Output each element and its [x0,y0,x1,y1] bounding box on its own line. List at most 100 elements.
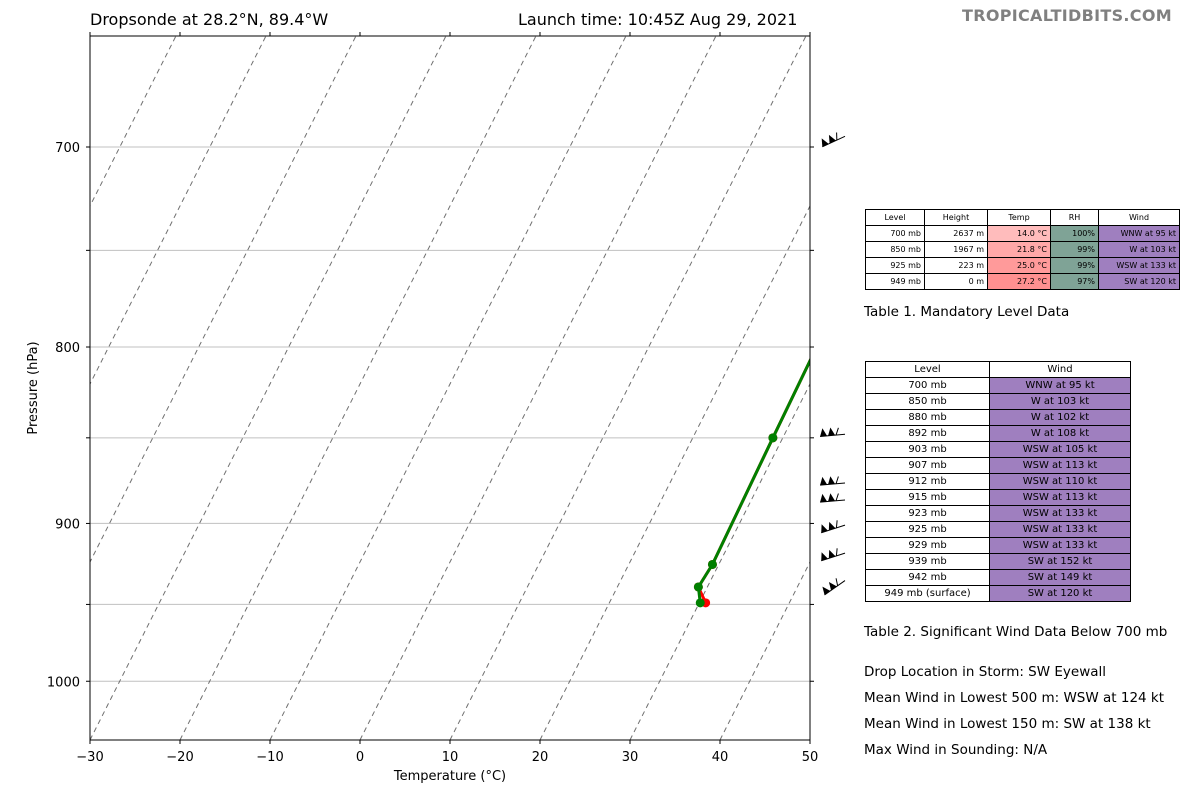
table2-cell-wind: WSW at 113 kt [989,489,1131,506]
isotherm-line [449,36,807,740]
table1-cell-rh: 100% [1050,225,1099,242]
table2-cell-level: 907 mb [865,457,990,474]
dewpoint-point [768,433,778,443]
table2-row: 929 mb WSW at 133 kt [865,537,1131,554]
y-tick-label: 900 [55,517,80,532]
wind-barb [821,520,846,534]
table2-cell-wind: W at 103 kt [989,393,1131,410]
table1-header-cell: Temp [987,209,1051,226]
isotherm-line [809,738,810,740]
wind-barb-layer [820,132,846,596]
table2-cell-wind: W at 102 kt [989,409,1131,426]
table1-cell-wind: W at 103 kt [1098,241,1180,258]
table2-row: 700 mb WNW at 95 kt [865,377,1131,394]
table2-cell-level: 925 mb [865,521,990,538]
x-tick-label: −30 [76,750,103,765]
x-tick-label: 0 [356,750,364,765]
wind-barb [820,476,846,486]
table2-cell-wind: WSW at 110 kt [989,473,1131,490]
table2-cell-level: 880 mb [865,409,990,426]
isotherm-line [269,36,627,740]
table2-cell-wind: WSW at 133 kt [989,521,1131,538]
x-tick-label: 10 [442,750,459,765]
table2-cell-wind: SW at 120 kt [989,585,1131,602]
dewpoint-line [696,357,810,603]
isotherm-line [359,36,717,740]
table2-header-cell: Level [865,361,990,378]
table1-row: 949 mb 0 m 27.2 °C 97% SW at 120 kt [865,273,1180,290]
table1-cell-temp: 21.8 °C [987,241,1051,258]
series-layer [693,357,810,608]
table1-cell-level: 850 mb [865,241,925,258]
isotherm-line [90,36,447,740]
temperature-line [696,357,810,604]
grid-layer [90,146,810,682]
table2-cell-wind: WSW at 113 kt [989,457,1131,474]
table2-cell-wind: SW at 152 kt [989,553,1131,570]
table2-row: 942 mb SW at 149 kt [865,569,1131,586]
x-tick-label: 40 [712,750,729,765]
table2-row: 949 mb (surface) SW at 120 kt [865,585,1131,602]
wind-barb [822,578,846,596]
isotherm-layer [90,36,810,740]
table1-caption: Table 1. Mandatory Level Data [864,304,1070,320]
y-tick-label: 800 [55,341,80,356]
wind-barb [820,493,846,503]
dewpoint-point [707,559,717,569]
table2-cell-level: 929 mb [865,537,990,554]
table2-cell-level: 949 mb (surface) [865,585,990,602]
table1-header-cell: Wind [1098,209,1180,226]
table1-cell-level: 925 mb [865,257,925,274]
table2-cell-level: 923 mb [865,505,990,522]
table2-cell-level: 912 mb [865,473,990,490]
skewt-chart: −30 −20 −10 0 10 20 30 40 50 700 800 900 1000 Temper… [26,32,846,784]
drop-location-text: Drop Location in Storm: SW Eyewall [864,664,1107,680]
table1-cell-height: 2637 m [924,225,988,242]
table2-row: 892 mb W at 108 kt [865,425,1131,442]
brand-watermark: TROPICALTIDBITS.COM [962,6,1172,25]
table2-cell-level: 939 mb [865,553,990,570]
plot-frame [89,35,811,741]
x-tick-label: −10 [256,750,283,765]
wind-barb [820,427,846,437]
dewpoint-point [695,598,705,608]
table2-row: 850 mb W at 103 kt [865,393,1131,410]
table1-cell-wind: WNW at 95 kt [1098,225,1180,242]
mean-wind-150m-text: Mean Wind in Lowest 150 m: SW at 138 kt [864,716,1151,732]
isotherm-line [90,36,177,208]
table2-cell-level: 850 mb [865,393,990,410]
table1-cell-height: 0 m [924,273,988,290]
table2-row: 939 mb SW at 152 kt [865,553,1131,570]
table1-cell-height: 1967 m [924,241,988,258]
chart-title-location: Dropsonde at 28.2°N, 89.4°W [90,10,329,29]
isotherm-line [539,204,810,740]
table1-row: 850 mb 1967 m 21.8 °C 99% W at 103 kt [865,241,1180,258]
x-tick-label: 50 [802,750,819,765]
table1-cell-level: 949 mb [865,273,925,290]
table2-row: 925 mb WSW at 133 kt [865,521,1131,538]
mandatory-level-table: Level Height Temp RH Wind 700 mb 2637 m 14.0 °C… [865,209,1180,290]
table1-cell-temp: 27.2 °C [987,273,1051,290]
mean-wind-500m-text: Mean Wind in Lowest 500 m: WSW at 124 kt [864,690,1165,706]
table2-header-cell: Wind [989,361,1131,378]
table1-cell-wind: WSW at 133 kt [1098,257,1180,274]
table2-cell-level: 892 mb [865,425,990,442]
x-tick-label: 20 [532,750,549,765]
significant-wind-table: Level Wind 700 mb WNW at 95 kt 850 mb W at 10… [865,361,1131,602]
table2-cell-level: 700 mb [865,377,990,394]
isotherm-line [90,36,357,564]
table1-cell-level: 700 mb [865,225,925,242]
table1-cell-wind: SW at 120 kt [1098,273,1180,290]
x-tick-label: 30 [622,750,639,765]
table1-cell-temp: 25.0 °C [987,257,1051,274]
table1-cell-height: 223 m [924,257,988,274]
max-wind-text: Max Wind in Sounding: N/A [864,742,1048,758]
table2-cell-level: 915 mb [865,489,990,506]
isotherm-line [90,36,267,386]
table1-header-row: Level Height Temp RH Wind [865,209,1180,226]
y-axis-label: Pressure (hPa) [26,341,41,434]
table2-row: 907 mb WSW at 113 kt [865,457,1131,474]
table2-cell-wind: W at 108 kt [989,425,1131,442]
dewpoint-point [693,582,703,592]
x-tick-label: −20 [166,750,193,765]
